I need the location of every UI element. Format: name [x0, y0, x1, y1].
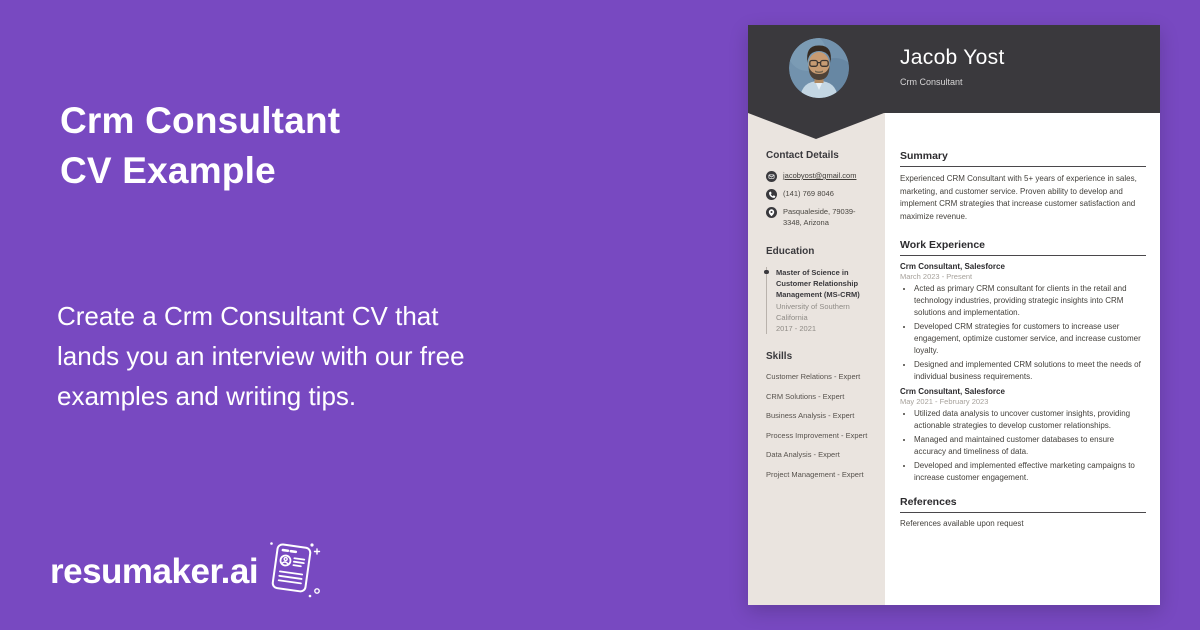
job-bullet: Managed and maintained customer database…	[914, 434, 1146, 458]
phone-number: (141) 769 8046	[783, 189, 834, 198]
skill-item: Business Analysis - Expert	[766, 411, 855, 421]
cv-preview-page: Jacob Yost Crm Consultant Contact Detail…	[748, 25, 1160, 605]
summary-heading: Summary	[900, 150, 1146, 167]
cv-job-title: Crm Consultant	[900, 77, 963, 87]
contact-phone-row: (141) 769 8046	[766, 189, 869, 200]
job-entry: Crm Consultant, Salesforce May 2021 - Fe…	[900, 387, 1146, 484]
education-years: 2017 - 2021	[776, 324, 817, 333]
page-title-line2: CV Example	[60, 150, 276, 191]
cv-sidebar: Contact Details jacobyost@gmail.com (141…	[748, 113, 885, 605]
skill-item: Customer Relations - Expert	[766, 372, 861, 382]
job-title: Crm Consultant, Salesforce	[900, 261, 1005, 271]
job-bullet: Utilized data analysis to uncover custom…	[914, 408, 1146, 432]
education-school: University of Southern California	[776, 301, 850, 322]
job-bullet-list: Utilized data analysis to uncover custom…	[900, 408, 1146, 484]
skill-item: CRM Solutions - Expert	[766, 391, 845, 401]
cv-main-column: Summary Experienced CRM Consultant with …	[900, 150, 1146, 528]
education-heading: Education	[766, 245, 815, 257]
work-experience-heading: Work Experience	[900, 239, 1146, 256]
resume-document-icon	[268, 540, 322, 603]
summary-text: Experienced CRM Consultant with 5+ years…	[900, 174, 1137, 221]
education-degree: Master of Science in Customer Relationsh…	[776, 267, 860, 300]
phone-icon	[766, 189, 777, 200]
job-dates: March 2023 - Present	[900, 271, 973, 281]
job-dates: May 2021 - February 2023	[900, 396, 989, 406]
job-bullet-list: Acted as primary CRM consultant for clie…	[900, 283, 1146, 383]
references-heading: References	[900, 496, 1146, 513]
address: Pasqualeside, 79039-3348, Arizona	[783, 207, 856, 227]
brand-logo-text: resumaker.ai	[50, 551, 259, 591]
page-title-line1: Crm Consultant	[60, 100, 341, 141]
email-link[interactable]: jacobyost@gmail.com	[783, 171, 857, 180]
cv-name: Jacob Yost	[900, 46, 1005, 69]
hero-description: Create a Crm Consultant CV that lands yo…	[57, 301, 465, 411]
references-section: References References available upon req…	[900, 496, 1146, 528]
references-text: References available upon request	[900, 518, 1024, 528]
brand-logo[interactable]: resumaker.ai	[50, 540, 322, 603]
skill-item: Project Management - Expert	[766, 469, 864, 479]
contact-address-row: Pasqualeside, 79039-3348, Arizona	[766, 207, 869, 229]
job-title: Crm Consultant, Salesforce	[900, 386, 1005, 396]
skill-item: Data Analysis - Expert	[766, 450, 840, 460]
contact-details-heading: Contact Details	[766, 150, 839, 161]
job-entry: Crm Consultant, Salesforce March 2023 - …	[900, 262, 1146, 383]
job-bullet: Designed and implemented CRM solutions t…	[914, 359, 1146, 383]
header-chevron-decoration	[748, 113, 884, 139]
skill-item: Process Improvement - Expert	[766, 430, 868, 440]
page-title: Crm Consultant CV Example	[60, 96, 340, 196]
location-pin-icon	[766, 207, 777, 218]
skills-heading: Skills	[766, 351, 793, 363]
job-bullet: Acted as primary CRM consultant for clie…	[914, 283, 1146, 319]
contact-email-row: jacobyost@gmail.com	[766, 171, 869, 182]
timeline-bullet	[764, 269, 769, 275]
avatar	[789, 38, 849, 98]
cv-identity: Jacob Yost Crm Consultant	[900, 46, 1005, 87]
education-entry: Master of Science in Customer Relationsh…	[764, 266, 869, 335]
job-bullet: Developed CRM strategies for customers t…	[914, 321, 1146, 357]
job-bullet: Developed and implemented effective mark…	[914, 460, 1146, 484]
envelope-icon	[766, 171, 777, 182]
